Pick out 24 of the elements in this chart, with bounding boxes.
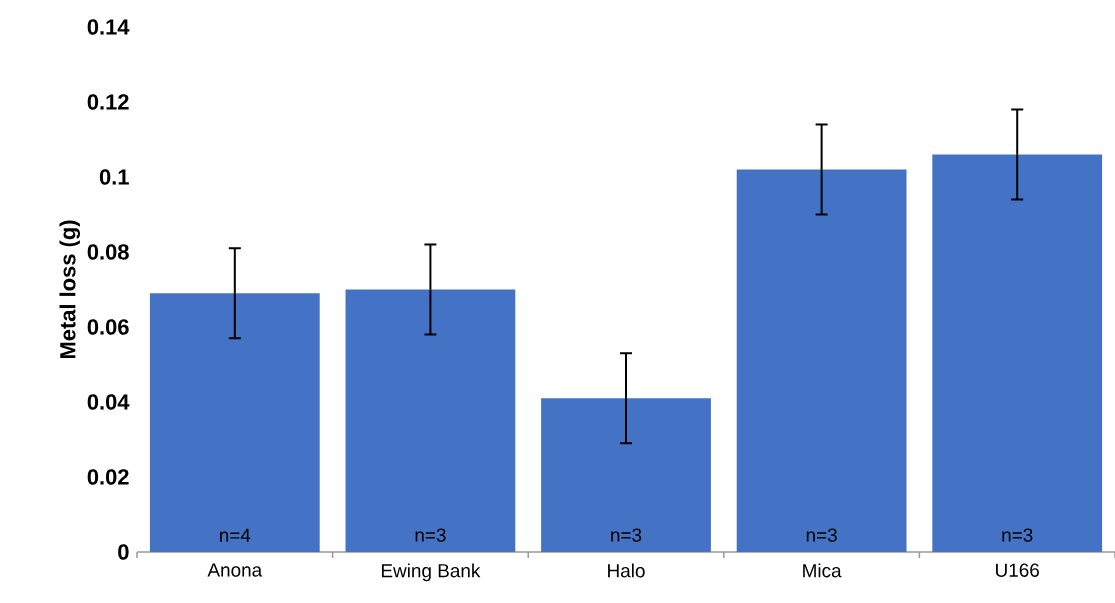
y-tick-label: 0.02 bbox=[87, 469, 129, 485]
y-tick-label: 0.14 bbox=[87, 19, 130, 35]
x-tick-label: Ewing Bank bbox=[381, 563, 481, 582]
annotation: n=4 bbox=[220, 528, 251, 542]
bar bbox=[541, 398, 711, 552]
x-tick-label: U166 bbox=[996, 563, 1039, 577]
y-tick-label: 0 bbox=[118, 544, 129, 560]
x-tick-label: Mica bbox=[803, 563, 842, 578]
y-tick-label: 0.12 bbox=[87, 94, 129, 110]
x-tick-label: Halo bbox=[608, 563, 645, 578]
annotation: n=3 bbox=[1002, 528, 1033, 542]
y-axis-title: Metal loss (g) bbox=[59, 220, 80, 359]
bar bbox=[345, 289, 516, 552]
y-tick-label: 0.1 bbox=[99, 169, 129, 185]
bar bbox=[736, 169, 907, 552]
bar bbox=[932, 154, 1103, 552]
annotation: n=3 bbox=[415, 528, 446, 542]
y-tick-label: 0.06 bbox=[87, 319, 129, 335]
annotation: n=3 bbox=[806, 528, 837, 542]
y-tick-label: 0.08 bbox=[87, 244, 129, 260]
bar bbox=[149, 293, 320, 552]
y-tick-label: 0.04 bbox=[87, 394, 130, 410]
annotation: n=3 bbox=[611, 528, 642, 542]
x-tick-label: Anona bbox=[207, 563, 263, 577]
